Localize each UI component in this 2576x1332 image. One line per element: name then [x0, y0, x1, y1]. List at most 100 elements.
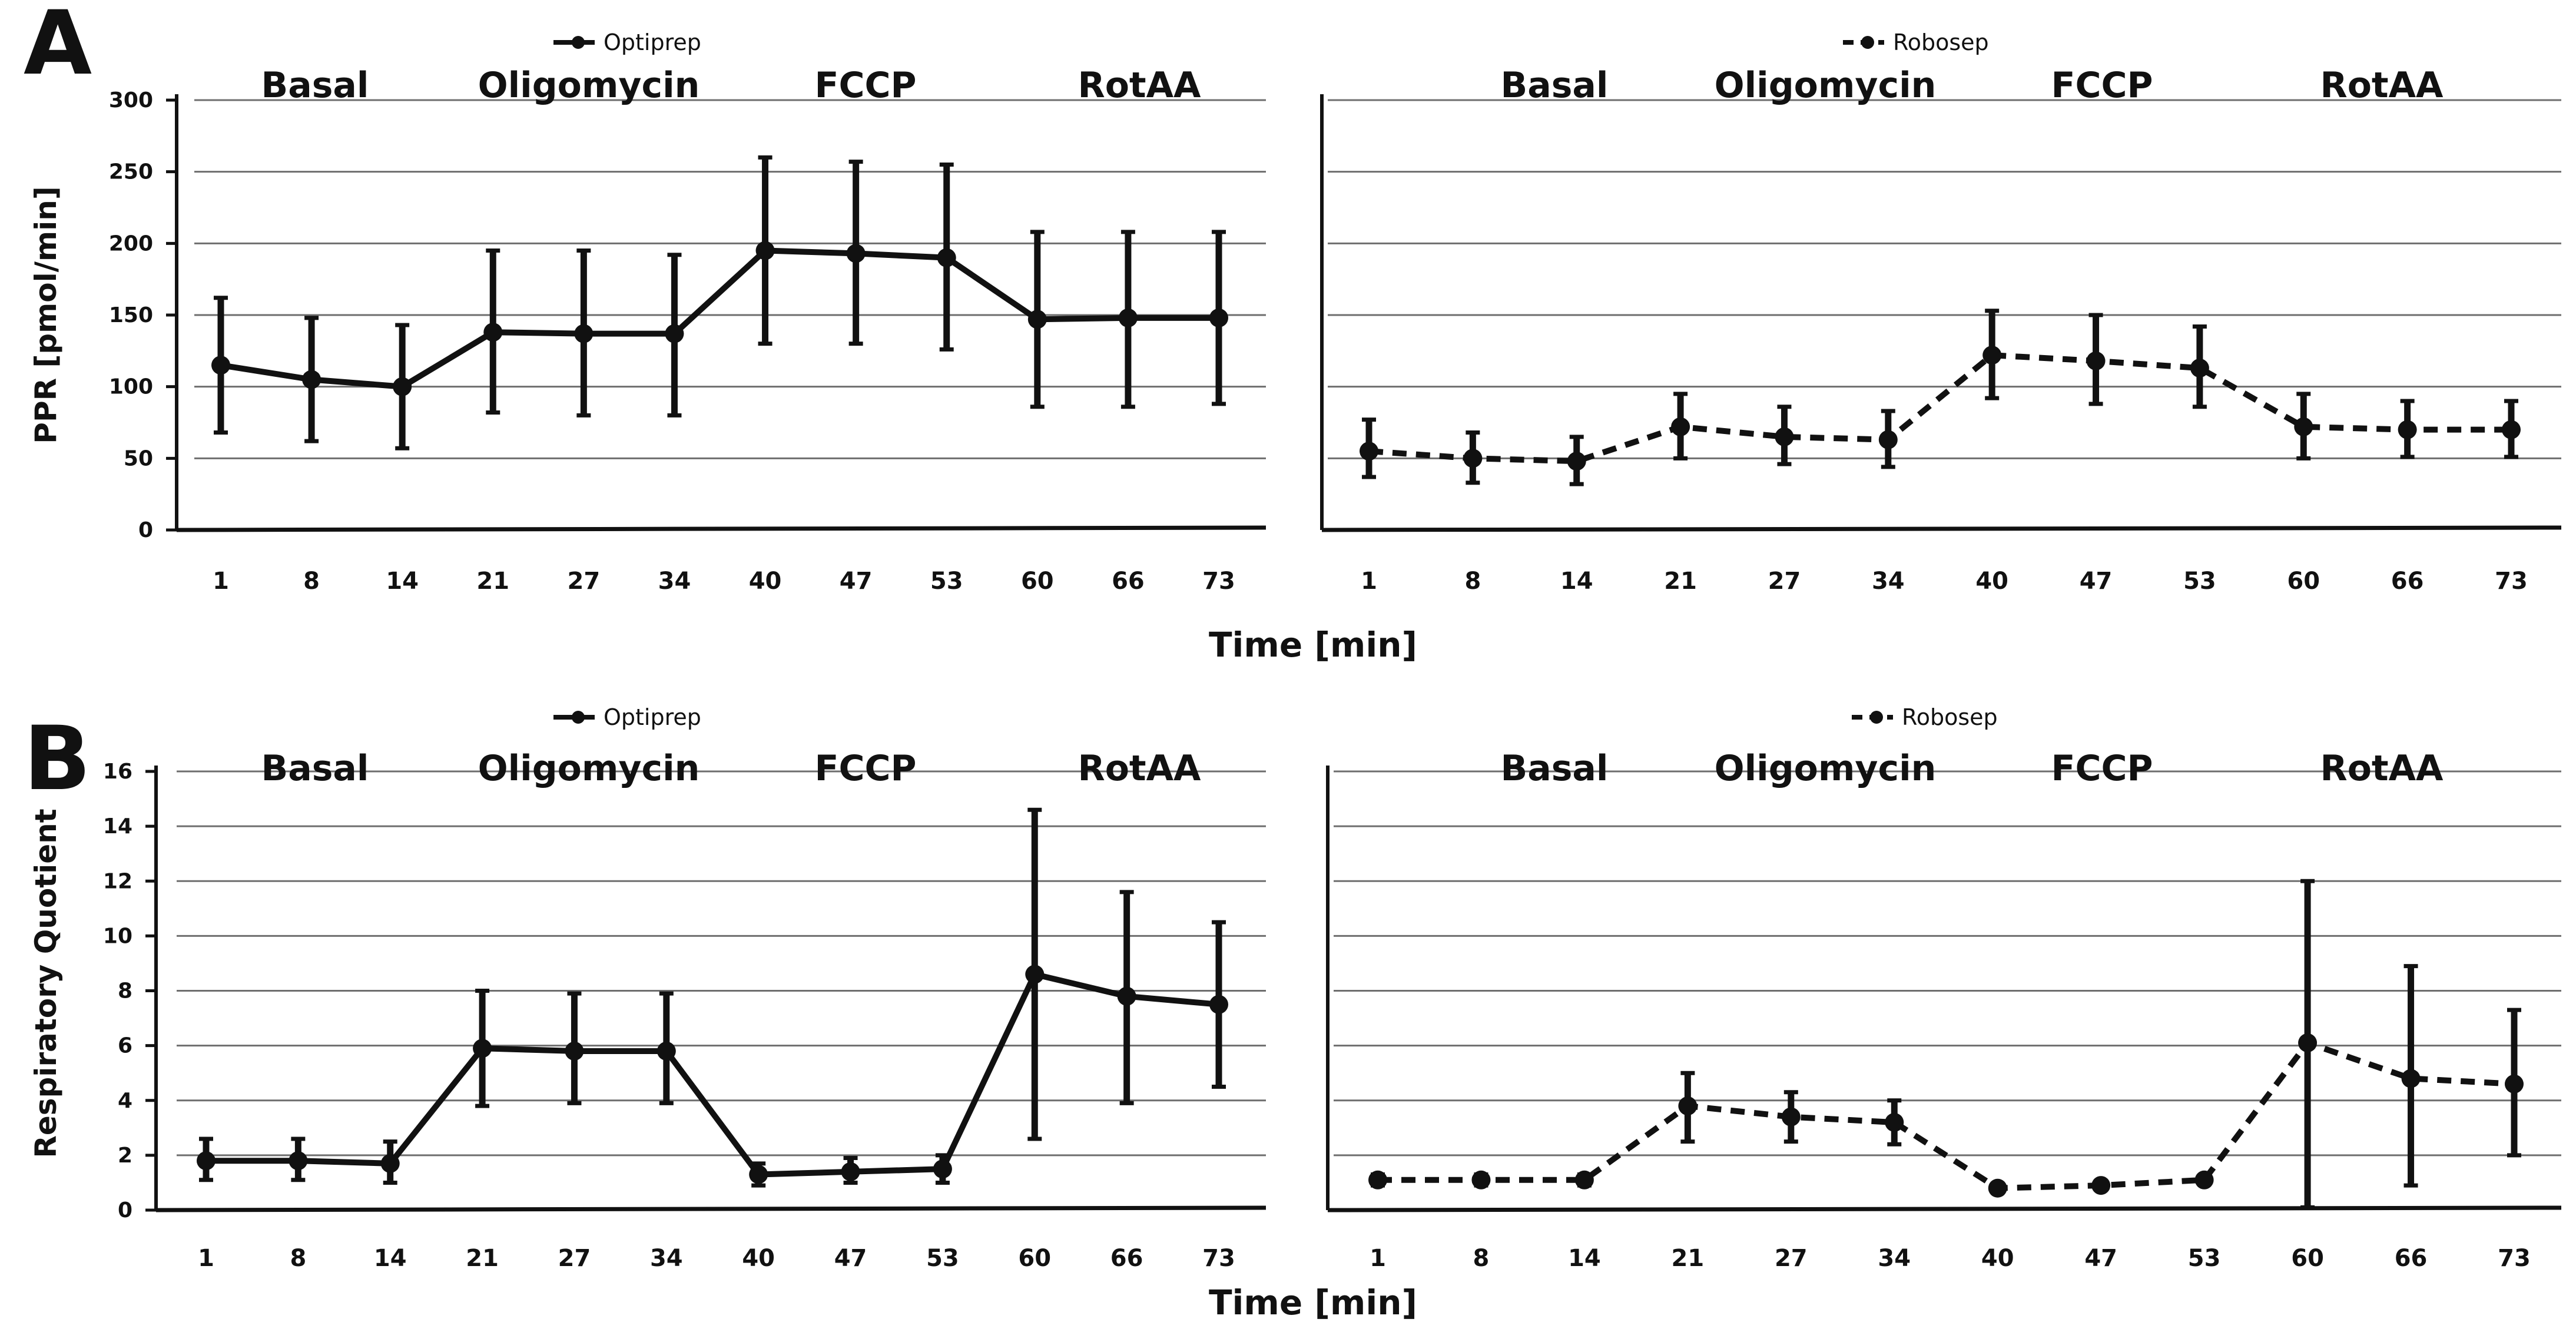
- x-tick-label: 1: [213, 568, 229, 595]
- phase-label: Basal: [261, 65, 369, 106]
- subplot-optiprep: 0 50 100 150 200 250 300 1 8 14 21 27 34 40 47 53 60 66 73…: [109, 29, 1267, 595]
- legend: Optiprep: [553, 29, 701, 55]
- y-tick-label: 2: [118, 1144, 132, 1168]
- x-tick-label: 21: [476, 568, 509, 595]
- data-point: [2401, 1069, 2421, 1088]
- data-point: [2398, 420, 2417, 439]
- x-tick-label: 53: [2188, 1245, 2221, 1272]
- data-point: [2190, 359, 2209, 378]
- x-tick-label: 27: [1768, 568, 1801, 595]
- phase-label: Basal: [1501, 65, 1609, 106]
- x-tick-label: 53: [2183, 568, 2216, 595]
- data-point: [1118, 308, 1138, 327]
- x-tick-label: 40: [749, 568, 782, 595]
- y-tick-label: 250: [109, 160, 153, 184]
- x-axis-line: [1321, 525, 2562, 532]
- panel-a: A PPR [pmol/min] Time [min] 0 50 100 150 200 250…: [24, 0, 2562, 665]
- data-point: [483, 323, 503, 342]
- y-tick-label: 50: [124, 446, 153, 470]
- x-tick-label: 27: [558, 1245, 591, 1272]
- x-tick-label: 66: [1112, 568, 1145, 595]
- data-point: [393, 377, 412, 396]
- y-tick-label: 14: [103, 814, 132, 839]
- legend-label: Optiprep: [604, 29, 701, 55]
- data-point: [1117, 986, 1136, 1006]
- x-tick-label: 66: [1110, 1245, 1143, 1272]
- x-tick-label: 47: [2084, 1245, 2117, 1272]
- x-tick-label: 40: [742, 1245, 775, 1272]
- phase-label: Basal: [261, 748, 369, 789]
- x-tick-label: 73: [2495, 568, 2528, 595]
- data-point: [1368, 1170, 1387, 1189]
- data-point: [1982, 346, 2002, 365]
- y-axis-title: PPR [pmol/min]: [29, 186, 63, 443]
- data-point: [755, 241, 775, 260]
- data-point: [1885, 1113, 1904, 1132]
- x-tick-label: 40: [1975, 568, 2008, 595]
- data-point: [937, 248, 956, 267]
- phase-label: Oligomycin: [478, 748, 700, 789]
- x-tick-label: 8: [303, 568, 320, 595]
- x-tick-label: 40: [1981, 1245, 2014, 1272]
- legend-marker: [1861, 36, 1874, 49]
- y-tick-label: 6: [118, 1034, 132, 1058]
- phase-label: RotAA: [1078, 65, 1202, 106]
- data-point: [1775, 427, 1794, 446]
- data-point: [2086, 351, 2106, 370]
- phase-label: Oligomycin: [1715, 65, 1937, 106]
- data-point: [749, 1165, 768, 1184]
- x-tick-label: 73: [2498, 1245, 2531, 1272]
- data-point: [1574, 1170, 1594, 1189]
- y-tick-label: 100: [109, 375, 153, 399]
- x-tick-label: 21: [1664, 568, 1697, 595]
- x-tick-label: 1: [198, 1245, 214, 1272]
- x-tick-label: 60: [2291, 1245, 2324, 1272]
- data-point: [1209, 995, 1228, 1014]
- phase-label: Oligomycin: [1715, 748, 1937, 789]
- data-point: [933, 1159, 952, 1179]
- data-point: [1678, 1096, 1698, 1116]
- phase-label: FCCP: [2051, 748, 2153, 789]
- data-point: [302, 370, 321, 389]
- legend-label: Robosep: [1902, 704, 1998, 730]
- data-point: [1988, 1178, 2007, 1198]
- data-point: [197, 1151, 216, 1171]
- legend-marker: [1870, 711, 1883, 724]
- x-tick-label: 14: [374, 1245, 407, 1272]
- panel-letter: A: [24, 0, 92, 95]
- x-axis-title: Time [min]: [1209, 625, 1417, 665]
- y-tick-label: 16: [103, 760, 132, 784]
- x-tick-label: 53: [930, 568, 963, 595]
- x-tick-label: 8: [290, 1245, 306, 1272]
- data-point: [841, 1162, 860, 1181]
- x-tick-label: 47: [2080, 568, 2113, 595]
- data-point: [565, 1041, 584, 1061]
- x-tick-label: 60: [1018, 1245, 1051, 1272]
- data-point: [1027, 310, 1047, 329]
- data-point: [211, 356, 230, 375]
- data-point: [1671, 417, 1690, 436]
- data-point: [2294, 417, 2313, 436]
- phase-label: Basal: [1501, 748, 1609, 789]
- data-point: [473, 1039, 492, 1058]
- x-axis-line: [176, 525, 1267, 532]
- y-tick-label: 12: [103, 869, 132, 893]
- y-tick-label: 150: [109, 303, 153, 327]
- phase-label: FCCP: [2051, 65, 2153, 106]
- panel-letter: B: [24, 708, 91, 810]
- legend-marker: [572, 36, 585, 49]
- x-tick-label: 21: [466, 1245, 499, 1272]
- data-point: [289, 1151, 308, 1171]
- x-tick-label: 34: [1878, 1245, 1911, 1272]
- legend-marker: [572, 711, 585, 724]
- data-point: [665, 324, 684, 343]
- y-tick-label: 8: [118, 979, 132, 1003]
- data-point: [1209, 308, 1228, 327]
- y-tick-label: 0: [118, 1198, 132, 1222]
- x-tick-label: 47: [840, 568, 873, 595]
- x-tick-label: 14: [1568, 1245, 1601, 1272]
- x-tick-label: 66: [2391, 568, 2424, 595]
- legend-label: Optiprep: [604, 704, 701, 730]
